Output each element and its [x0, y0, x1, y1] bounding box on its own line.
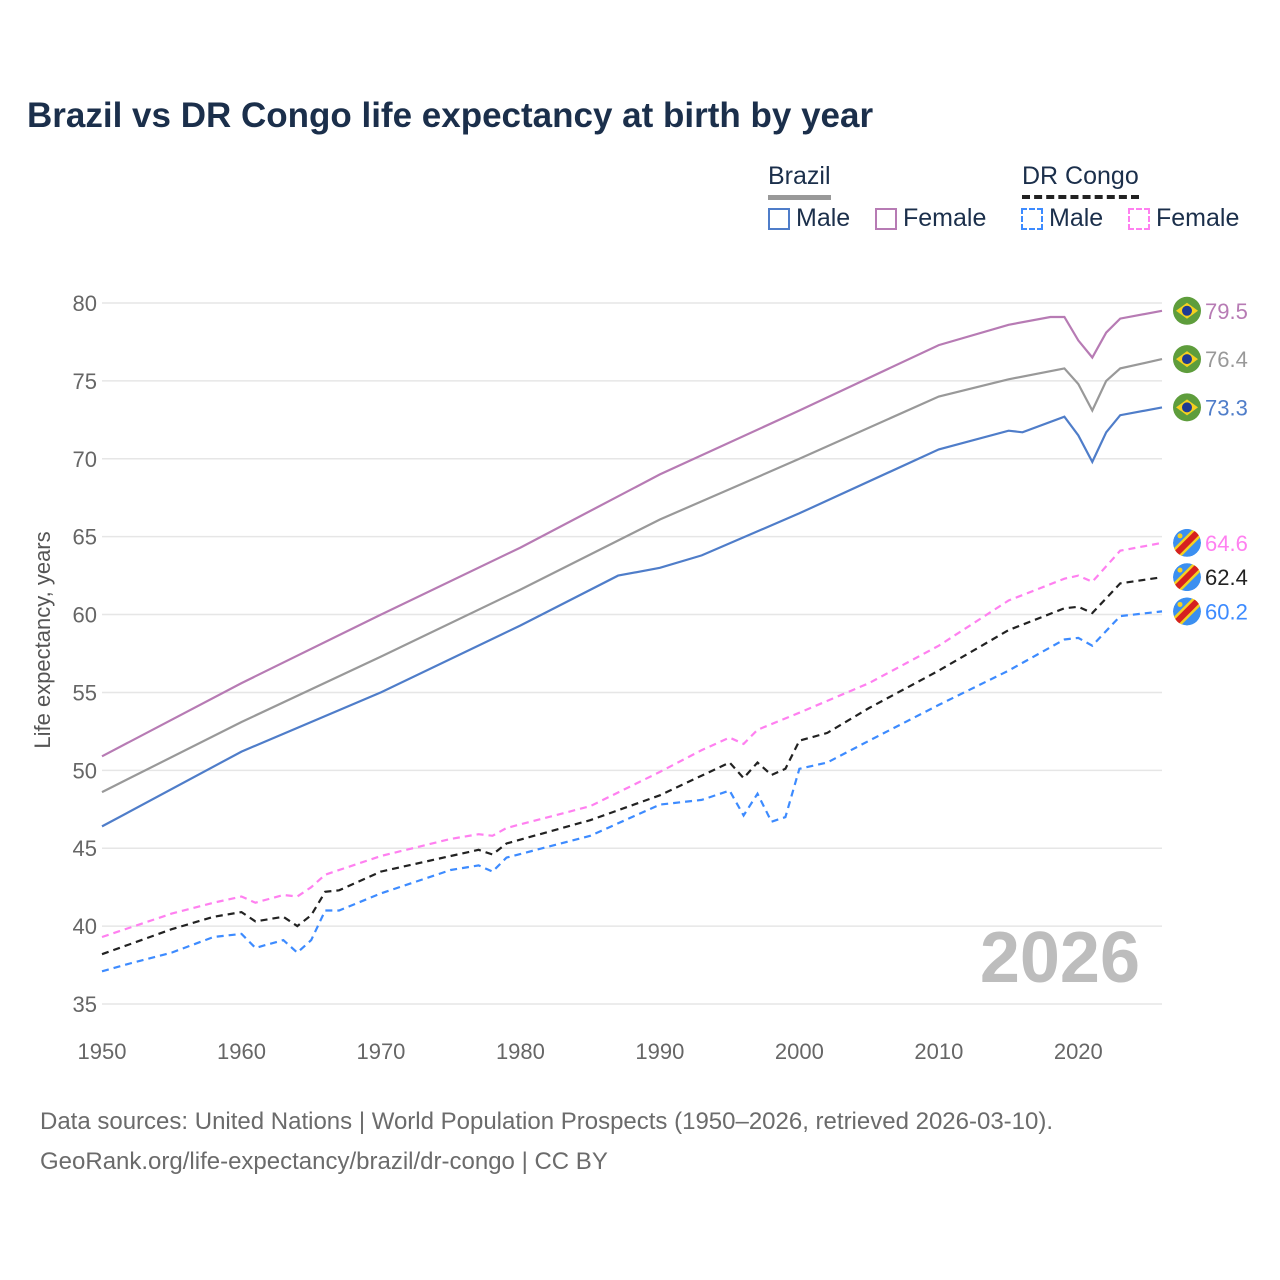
chart-title: Brazil vs DR Congo life expectancy at bi…	[27, 96, 874, 135]
legend-item-brazil-male[interactable]: Male	[768, 204, 850, 233]
brazil-flag-icon	[1173, 345, 1201, 374]
legend-swatch	[1128, 207, 1150, 230]
y-tick-label: 70	[73, 447, 97, 472]
legend-swatch	[875, 207, 897, 230]
end-value-label: 64.6	[1205, 531, 1248, 556]
y-tick-label: 75	[73, 369, 97, 394]
end-value-label: 60.2	[1205, 599, 1248, 624]
end-value-label: 62.4	[1205, 565, 1248, 590]
legend-group-drc: DR Congo	[1022, 162, 1139, 199]
x-tick-label: 1970	[356, 1039, 405, 1064]
series-line-dr-congo-female	[101, 541, 1163, 939]
legend-label: Female	[1156, 204, 1240, 232]
year-watermark: 2026	[980, 918, 1140, 998]
series-line-dr-congo-total	[101, 576, 1163, 956]
footer-link[interactable]: GeoRank.org/life-expectancy/brazil/dr-co…	[40, 1148, 608, 1175]
x-tick-label: 2020	[1054, 1039, 1103, 1064]
legend-total-line	[768, 195, 831, 200]
y-tick-label: 45	[73, 836, 97, 861]
y-tick-label: 50	[73, 758, 97, 783]
drc-flag-icon	[1173, 563, 1201, 592]
end-value-label: 73.3	[1205, 395, 1248, 420]
y-tick-label: 65	[73, 525, 97, 550]
legend-item-brazil-female[interactable]: Female	[875, 204, 986, 233]
y-axis-label: Life expectancy, years	[30, 531, 55, 748]
x-tick-label: 1960	[217, 1039, 266, 1064]
x-tick-label: 2000	[775, 1039, 824, 1064]
y-tick-label: 80	[73, 291, 97, 316]
drc-flag-icon	[1173, 597, 1201, 626]
brazil-flag-icon	[1173, 393, 1201, 422]
series-line-dr-congo-male	[101, 610, 1163, 973]
legend-item-drc-male[interactable]: Male	[1021, 204, 1103, 233]
brazil-flag-icon	[1173, 296, 1201, 325]
legend-group-label: DR Congo	[1022, 162, 1139, 190]
legend-label: Male	[796, 204, 851, 232]
legend-label: Male	[1049, 204, 1104, 232]
x-tick-label: 1990	[635, 1039, 684, 1064]
drc-flag-icon	[1173, 528, 1201, 557]
legend-group-label: Brazil	[768, 162, 831, 190]
x-tick-label: 1950	[78, 1039, 127, 1064]
series-line-brazil-female	[101, 309, 1163, 758]
end-value-label: 76.4	[1205, 347, 1248, 372]
legend-swatch	[1021, 207, 1043, 230]
y-tick-label: 35	[73, 992, 97, 1017]
end-value-label: 79.5	[1205, 299, 1248, 324]
legend-label: Female	[903, 204, 987, 232]
y-tick-label: 60	[73, 603, 97, 628]
footer-sources: Data sources: United Nations | World Pop…	[40, 1108, 1054, 1135]
legend-item-drc-female[interactable]: Female	[1128, 204, 1239, 233]
x-tick-label: 2010	[914, 1039, 963, 1064]
legend-swatch	[768, 207, 790, 230]
legend-total-line	[1022, 195, 1139, 199]
y-tick-label: 55	[73, 680, 97, 705]
y-tick-label: 40	[73, 914, 97, 939]
x-tick-label: 1980	[496, 1039, 545, 1064]
legend-group-brazil: Brazil	[768, 162, 831, 200]
series-line-brazil-total	[101, 358, 1163, 794]
series-line-brazil-male	[101, 406, 1163, 828]
